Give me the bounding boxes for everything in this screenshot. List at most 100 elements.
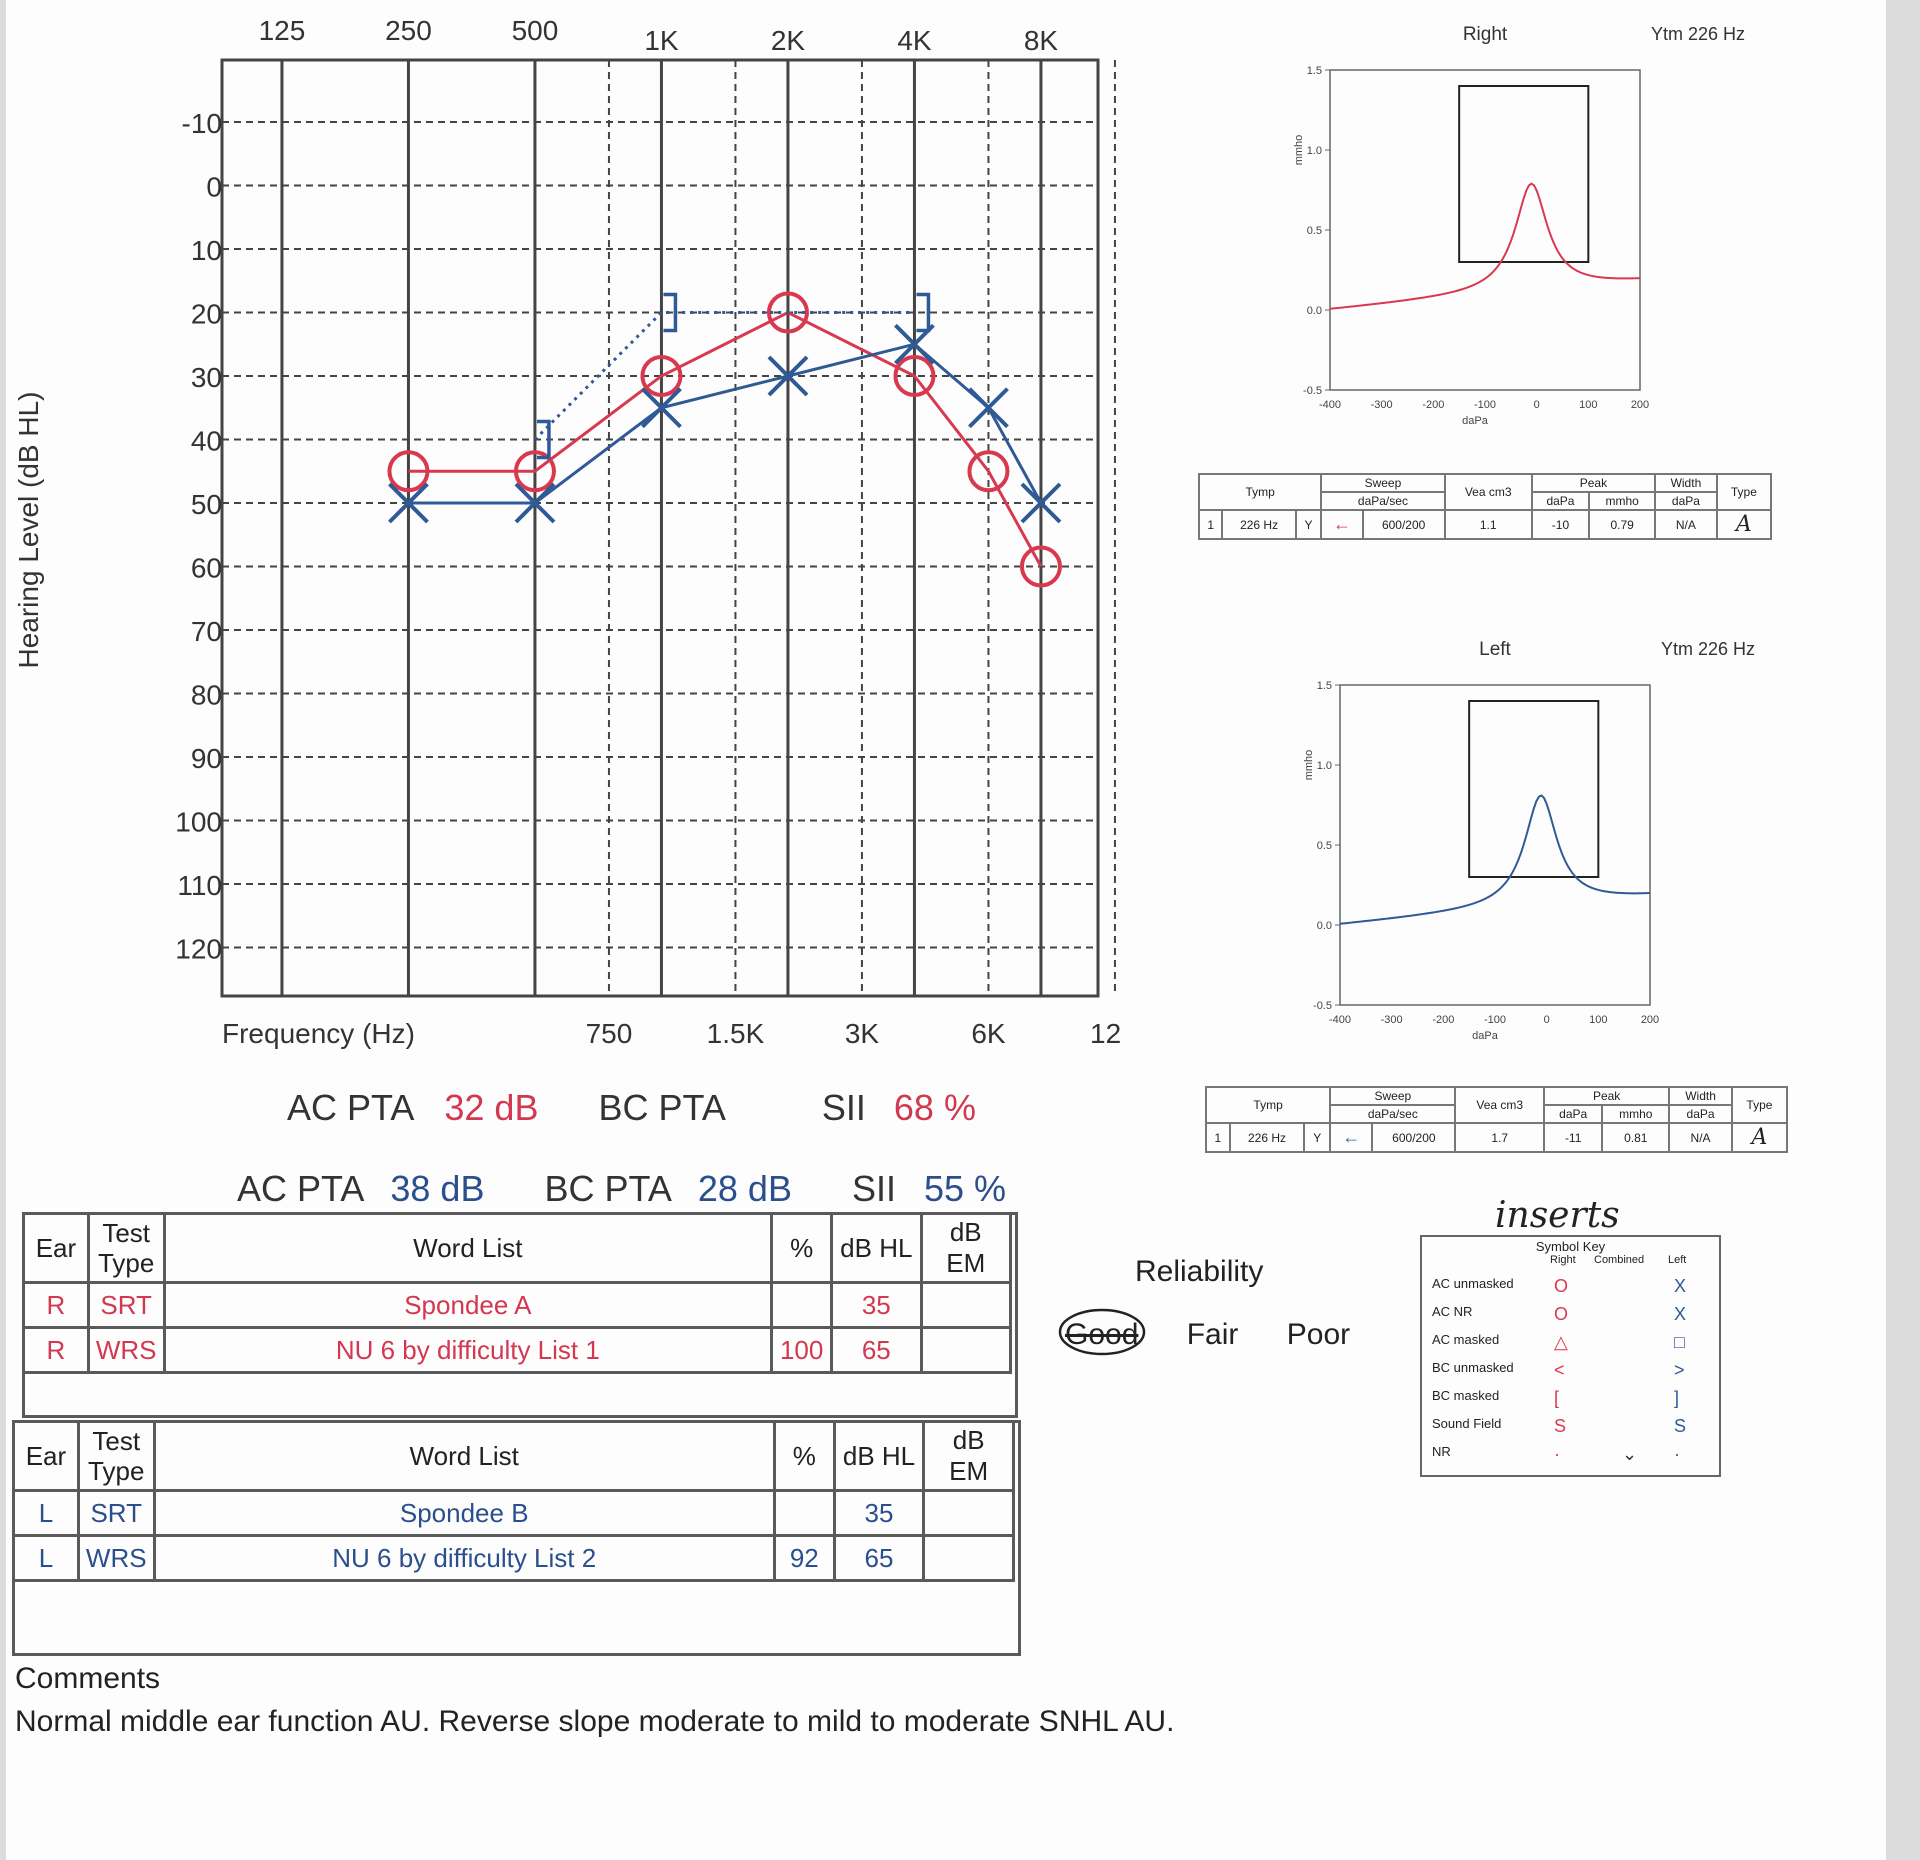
audiogram-series [387, 291, 1062, 588]
tymp-y-label: mmho [1303, 750, 1315, 781]
cell-ear: L [12, 1489, 80, 1537]
bottom-freq-label: 3K [845, 1018, 880, 1049]
normal-region-box [1458, 85, 1590, 263]
cell-type: WRS [86, 1326, 166, 1374]
col-percent: % [770, 1212, 834, 1284]
db-tick-label: 20 [191, 299, 222, 330]
y-axis-label: Hearing Level (dB HL) [13, 391, 44, 668]
cell-list: Spondee A [162, 1281, 774, 1329]
table-subheader-row: daPa/sec daPa mmho daPa [1206, 1104, 1787, 1124]
right-ac-marker [893, 355, 936, 397]
tymp-y-tick: 0.0 [1317, 920, 1332, 932]
tymp-x-tick: -100 [1484, 1014, 1506, 1026]
table-header-row: Ear Test Type Word List % dB HL dB EM [22, 1212, 1012, 1284]
symbol-key-row: AC unmasked O X [1422, 1272, 1719, 1300]
handwritten-inserts-note: inserts [1495, 1195, 1620, 1236]
tymp-y-tick: 0.0 [1307, 305, 1322, 317]
reliability-options: Good Fair Poor [1058, 1308, 1465, 1356]
normal-region-box [1468, 700, 1600, 878]
col-peak-mmho: mmho [1588, 491, 1657, 511]
col-left: Left [1668, 1254, 1687, 1266]
tymp-x-tick: -100 [1474, 399, 1496, 411]
symbol-key-left: X [1674, 1304, 1687, 1324]
reliability-good-label: Good [1065, 1318, 1139, 1351]
symbol-key-right: O [1554, 1304, 1569, 1324]
table-row: R SRT Spondee A 35 [22, 1281, 1012, 1329]
left-ear-line [408, 342, 1043, 505]
col-width: Width [1654, 473, 1718, 493]
audiogram-tick-labels: -10 0 10 20 30 40 50 60 70 80 90 100 110 120 125 250 500… [175, 15, 1120, 1049]
symbol-key-row: NR · ⌄ · [1422, 1440, 1719, 1468]
top-freq-label: 2K [771, 25, 806, 56]
left-ac-marker [767, 355, 809, 397]
cell-freq: 226 Hz [1228, 1122, 1306, 1153]
db-tick-label: 100 [175, 807, 222, 838]
right-ac-marker [1019, 545, 1062, 588]
symbol-key-label: Sound Field [1432, 1416, 1502, 1431]
tymp-y-label: mmho [1293, 135, 1305, 166]
symbol-key-combined: ⌄ [1622, 1444, 1638, 1464]
cell-num: 1 [1197, 509, 1224, 540]
cell-arrow: ← [1320, 509, 1364, 540]
tympanogram-left: Left Ytm 226 Hz 1.5 1.0 0.5 0.0 -0.5 -400 -300 -2… [1303, 639, 1755, 1042]
reliability-title: Reliability [1135, 1255, 1264, 1288]
cell-y: Y [1303, 1122, 1332, 1153]
symbol-key-label: BC masked [1432, 1388, 1500, 1403]
col-sweep-unit: daPa/sec [1329, 1104, 1457, 1124]
col-ear: Ear [22, 1212, 90, 1284]
cell-db-hl: 65 [832, 1534, 926, 1582]
symbol-key: Symbol Key Right Combined Left AC unmask… [1420, 1235, 1721, 1477]
col-right: Right [1550, 1254, 1576, 1266]
table-row: L WRS NU 6 by difficulty List 2 92 65 [12, 1534, 1015, 1582]
cell-width: N/A [1654, 509, 1718, 540]
sii-value: 55 % [924, 1168, 1007, 1209]
top-freq-label: 4K [897, 25, 932, 56]
col-test-type: Test Type [86, 1212, 166, 1284]
sii-label: SII [851, 1168, 896, 1209]
cell-peak-dapa: -10 [1530, 509, 1591, 540]
left-bc-masked-marker [536, 419, 551, 460]
cell-peak-mmho: 0.79 [1588, 509, 1657, 540]
audiogram-grid [220, 58, 1116, 998]
db-tick-label: 90 [191, 743, 222, 774]
left-bc-masked-marker [663, 292, 678, 333]
reliability-poor: Poor [1286, 1318, 1351, 1351]
tymp-table-right: Tymp Sweep Vea cm3 Peak Width Type daPa/… [1197, 473, 1773, 540]
cell-percent [772, 1489, 836, 1537]
col-width: Width [1668, 1086, 1733, 1106]
col-width-unit: daPa [1654, 491, 1718, 511]
tymp-y-tick: 1.0 [1307, 145, 1322, 157]
symbol-key-label: BC unmasked [1432, 1360, 1514, 1375]
cell-list: NU 6 by difficulty List 1 [162, 1326, 774, 1374]
symbol-key-row: Sound Field S S [1422, 1412, 1719, 1440]
db-tick-label: 110 [177, 870, 222, 901]
tymp-x-tick: 0 [1544, 1014, 1550, 1026]
bottom-freq-label: 6K [971, 1018, 1006, 1049]
cell-peak-mmho: 0.81 [1601, 1122, 1671, 1153]
tymp-x-tick: 100 [1579, 399, 1597, 411]
tymp-y-tick: -0.5 [1313, 1000, 1332, 1012]
tymp-y-tick: -0.5 [1303, 385, 1322, 397]
tymp-plot-frame [1339, 684, 1651, 1006]
cell-type: SRT [86, 1281, 166, 1329]
tymp-title: Right [1463, 24, 1508, 45]
col-word-list: Word List [162, 1212, 774, 1284]
bottom-freq-label: 1.5K [707, 1018, 765, 1049]
symbol-key-label: NR [1432, 1444, 1451, 1459]
symbol-key-left: S [1674, 1416, 1687, 1436]
ytm-label: Ytm 226 Hz [1651, 24, 1745, 44]
sii-value: 68 % [893, 1087, 976, 1128]
left-ac-marker [1020, 482, 1062, 524]
tymp-x-tick: 200 [1641, 1014, 1659, 1026]
ac-pta-label: AC PTA [287, 1087, 413, 1128]
symbol-key-left: > [1674, 1360, 1685, 1380]
top-freq-label: 8K [1024, 25, 1059, 56]
symbol-key-right: [ [1554, 1388, 1560, 1408]
symbol-key-right: S [1554, 1416, 1567, 1436]
col-db-hl: dB HL [830, 1212, 923, 1284]
db-tick-label: 80 [191, 680, 222, 711]
tymp-x-tick: 200 [1631, 399, 1649, 411]
reliability-good: Good [1058, 1308, 1146, 1356]
symbol-key-row: AC masked △ □ [1422, 1328, 1719, 1356]
cell-percent: 92 [772, 1534, 836, 1582]
